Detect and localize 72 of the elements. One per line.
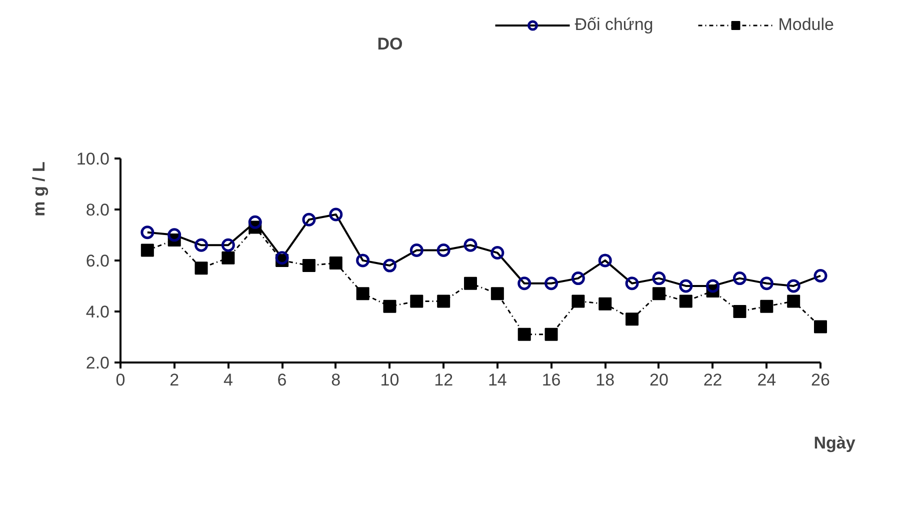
point: [222, 251, 235, 264]
point: [329, 256, 342, 270]
point: [194, 238, 208, 252]
x-tick-label: 18: [596, 370, 615, 390]
point: [787, 294, 800, 308]
x-tick-label: 6: [277, 370, 287, 390]
point: [518, 276, 532, 290]
point: [544, 276, 558, 290]
point: [572, 294, 585, 308]
point: [814, 320, 827, 334]
x-tick-label: 14: [488, 370, 507, 390]
point: [760, 300, 774, 313]
y-tick-label: 2.0: [86, 354, 110, 372]
point: [544, 328, 558, 341]
chart-title: DO: [377, 34, 403, 54]
point: [194, 262, 208, 275]
point: [786, 279, 800, 293]
x-tick-label: 22: [703, 370, 722, 390]
point: [679, 279, 693, 293]
point: [140, 244, 154, 257]
point: [814, 269, 828, 282]
point: [275, 251, 289, 265]
legend-label: Module: [778, 15, 834, 35]
point: [410, 294, 424, 308]
point: [490, 246, 504, 260]
point: [356, 287, 370, 300]
x-axis-title: Ngày: [814, 434, 856, 452]
x-tick-label: 4: [223, 370, 233, 390]
point: [221, 238, 235, 252]
y-tick-label: 8.0: [86, 200, 110, 220]
point: [679, 294, 692, 308]
point: [168, 228, 182, 242]
x-tick-label: 26: [811, 370, 830, 390]
x-tick-label: 24: [757, 370, 776, 390]
x-tick-label: 16: [542, 370, 561, 390]
point: [625, 276, 639, 290]
point: [490, 287, 504, 300]
point: [329, 208, 343, 222]
x-tick-label: 10: [380, 370, 400, 390]
point: [140, 226, 154, 240]
point: [464, 276, 477, 290]
y-axis-title: m g / L: [29, 162, 48, 216]
point: [733, 304, 746, 318]
point: [356, 254, 370, 268]
x-tick-label: 8: [331, 370, 341, 390]
point: [598, 254, 612, 268]
point: [382, 258, 396, 272]
x-tick-label: 20: [650, 370, 668, 390]
y-tick-label: 10.0: [76, 149, 110, 168]
point: [383, 300, 396, 313]
y-tick-label: 4.0: [86, 302, 110, 322]
point: [652, 287, 666, 300]
point: [652, 272, 666, 286]
x-tick-label: 12: [434, 370, 454, 390]
point: [732, 272, 746, 286]
point: [302, 212, 316, 226]
point: [436, 243, 450, 257]
x-tick-label: 2: [170, 370, 180, 390]
point: [706, 279, 720, 293]
point: [626, 312, 639, 326]
point: [410, 243, 424, 257]
point: [302, 259, 316, 272]
point: [464, 238, 478, 252]
point: [437, 294, 450, 308]
point: [760, 276, 774, 290]
y-tick-label: 6.0: [86, 251, 110, 270]
point: [248, 215, 262, 229]
point: [518, 328, 531, 341]
x-tick-label: 0: [116, 370, 126, 390]
point: [598, 297, 612, 310]
legend-label: Đối chứng: [574, 15, 654, 35]
point: [571, 272, 585, 286]
